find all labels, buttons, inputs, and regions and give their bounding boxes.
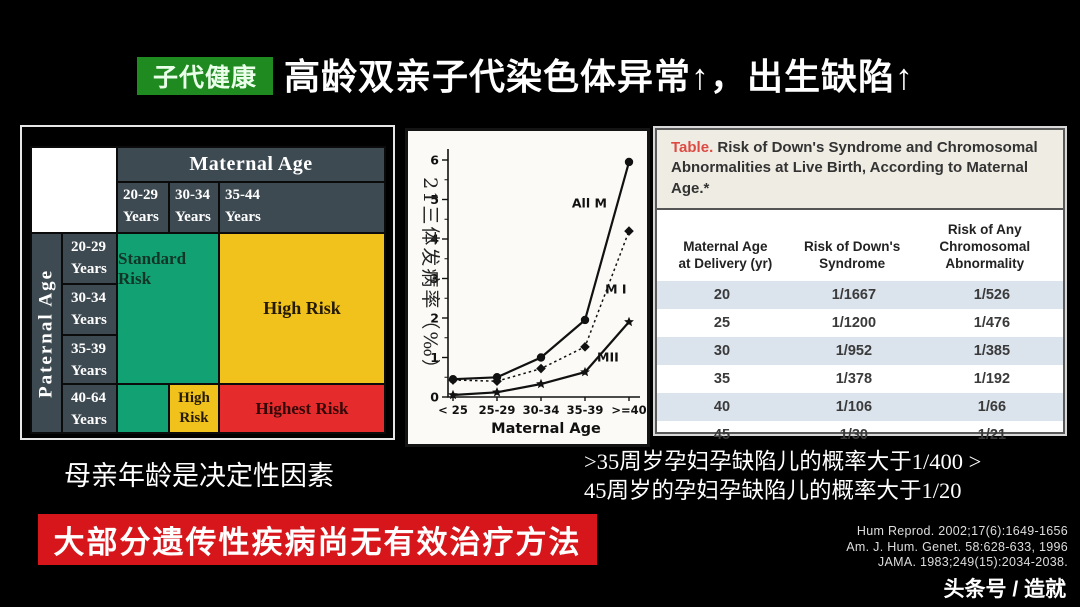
svg-text:2: 2 bbox=[430, 311, 439, 326]
table-row: 40 1/106 1/66 bbox=[657, 393, 1063, 422]
svg-text:35-39: 35-39 bbox=[567, 403, 604, 417]
slide-title: 高龄双亲子代染色体异常↑，出生缺陷↑ bbox=[284, 56, 915, 97]
topic-badge: 子代健康 bbox=[137, 57, 273, 95]
paternal-row-20-29: 20-29 Years bbox=[63, 234, 116, 283]
table-cell: 1/385 bbox=[973, 343, 1011, 360]
table-title: Table. Risk of Down's Syndrome and Chrom… bbox=[657, 130, 1063, 210]
paternal-row-30-34: 30-34 Years bbox=[63, 285, 116, 334]
standard-risk-region-bottom bbox=[118, 385, 168, 432]
trisomy-incidence-chart: 0 1 2 3 4 5 6 < 25 25-29 30-34 35-39 >=40 Maternal A… bbox=[419, 149, 647, 437]
table-cell: 1/106 bbox=[835, 399, 873, 416]
table-cell: 1/952 bbox=[835, 343, 873, 360]
maternal-age-header: Maternal Age bbox=[118, 148, 384, 181]
table-cell: 20 bbox=[713, 287, 731, 304]
table-body: 20 1/1667 1/526 25 1/1200 1/476 30 1/952 1/385 35… bbox=[657, 281, 1063, 449]
risk-matrix-panel: Maternal Age 20-29 Years 30-34 Years 35-… bbox=[20, 125, 395, 440]
svg-text:5: 5 bbox=[430, 192, 439, 207]
table-cell: 1/1200 bbox=[831, 315, 877, 332]
svg-text:3: 3 bbox=[430, 271, 439, 286]
table-title-text: Risk of Down's Syndrome and Chromosomal … bbox=[671, 139, 1038, 197]
probability-note-line2: 45周岁的孕妇孕缺陷儿的概率大于1/20 bbox=[584, 477, 962, 503]
table-header-row: Maternal Age at Delivery (yr) Risk of Do… bbox=[657, 210, 1063, 282]
trisomy-chart-panel: 0 1 2 3 4 5 6 < 25 25-29 30-34 35-39 >=40 Maternal A… bbox=[405, 128, 650, 447]
table-row: 25 1/1200 1/476 bbox=[657, 309, 1063, 337]
col-header-any-abnormality: Risk of Any Chromosomal Abnormality bbox=[939, 221, 1031, 271]
svg-text:M I: M I bbox=[605, 282, 626, 297]
high-risk-region: High Risk bbox=[220, 234, 384, 383]
col-header-downs-risk: Risk of Down's Syndrome bbox=[804, 238, 901, 271]
table-cell: 1/66 bbox=[977, 399, 1007, 416]
citation-line: Hum Reprod. 2002;17(6):1649-1656 bbox=[856, 524, 1068, 538]
standard-risk-region: Standard Risk bbox=[118, 234, 218, 383]
table-cell: 1/378 bbox=[835, 371, 873, 388]
table-row: 45 1/30 1/21 bbox=[657, 421, 1063, 449]
downs-risk-table-panel: Table. Risk of Down's Syndrome and Chrom… bbox=[655, 128, 1065, 443]
svg-text:Maternal Age: Maternal Age bbox=[491, 421, 601, 437]
paternal-age-header: Paternal Age bbox=[32, 234, 61, 432]
table-cell: 1/192 bbox=[973, 371, 1011, 388]
table-row: 30 1/952 1/385 bbox=[657, 337, 1063, 366]
svg-text:MII: MII bbox=[597, 349, 619, 364]
table-cell: 45 bbox=[713, 427, 731, 444]
matrix-corner-cell bbox=[32, 148, 116, 232]
table-cell: 1/21 bbox=[977, 427, 1007, 444]
table-cell: 1/1667 bbox=[831, 287, 877, 304]
table-cell: 30 bbox=[713, 343, 731, 360]
table-cell: 1/526 bbox=[973, 287, 1011, 304]
svg-text:All M: All M bbox=[572, 195, 607, 210]
table-cell: 40 bbox=[713, 399, 731, 416]
svg-text:< 25: < 25 bbox=[438, 403, 468, 417]
maternal-col-35-44: 35-44 Years bbox=[220, 183, 384, 232]
probability-note-line1: >35周岁孕妇孕缺陷儿的概率大于1/400 > bbox=[584, 449, 982, 474]
risk-matrix: Maternal Age 20-29 Years 30-34 Years 35-… bbox=[30, 146, 386, 434]
table-cell: 35 bbox=[713, 371, 731, 388]
svg-text:0: 0 bbox=[430, 390, 439, 405]
watermark: 头条号 / 造就 bbox=[943, 578, 1066, 601]
table-row: 35 1/378 1/192 bbox=[657, 365, 1063, 393]
table-row: 20 1/1667 1/526 bbox=[657, 281, 1063, 310]
table-cell: 1/476 bbox=[973, 315, 1011, 332]
paternal-row-35-39: 35-39 Years bbox=[63, 336, 116, 383]
svg-text:4: 4 bbox=[430, 232, 439, 247]
svg-text:6: 6 bbox=[430, 153, 439, 168]
conclusion-banner: 大部分遗传性疾病尚无有效治疗方法 bbox=[38, 514, 597, 565]
table-title-prefix: Table. bbox=[671, 139, 714, 156]
col-header-maternal-age: Maternal Age at Delivery (yr) bbox=[678, 238, 773, 271]
highest-risk-region: Highest Risk bbox=[220, 385, 384, 432]
paternal-row-40-64: 40-64 Years bbox=[63, 385, 116, 432]
svg-text:25-29: 25-29 bbox=[479, 403, 516, 417]
svg-text:30-34: 30-34 bbox=[523, 403, 560, 417]
table-cell: 25 bbox=[713, 315, 731, 332]
citation-line: Am. J. Hum. Genet. 58:628-633, 1996 bbox=[846, 539, 1068, 554]
maternal-age-note: 母亲年龄是决定性因素 bbox=[64, 461, 334, 491]
probability-note: >35周岁孕妇孕缺陷儿的概率大于1/400 > 45周岁的孕妇孕缺陷儿的概率大于… bbox=[584, 448, 1074, 506]
maternal-col-30-34: 30-34 Years bbox=[170, 183, 218, 232]
svg-text:>=40: >=40 bbox=[611, 403, 646, 417]
svg-text:1: 1 bbox=[430, 350, 439, 365]
maternal-col-20-29: 20-29 Years bbox=[118, 183, 168, 232]
svg-text:21三体发病率（‰）: 21三体发病率（‰） bbox=[419, 177, 441, 380]
high-risk-region-small: High Risk bbox=[170, 385, 218, 432]
citations: Hum Reprod. 2002;17(6):1649-1656 Am. J. H… bbox=[846, 524, 1068, 571]
citation-line: JAMA. 1983;249(15):2034-2038. bbox=[877, 555, 1068, 570]
table-cell: 1/30 bbox=[839, 427, 868, 444]
